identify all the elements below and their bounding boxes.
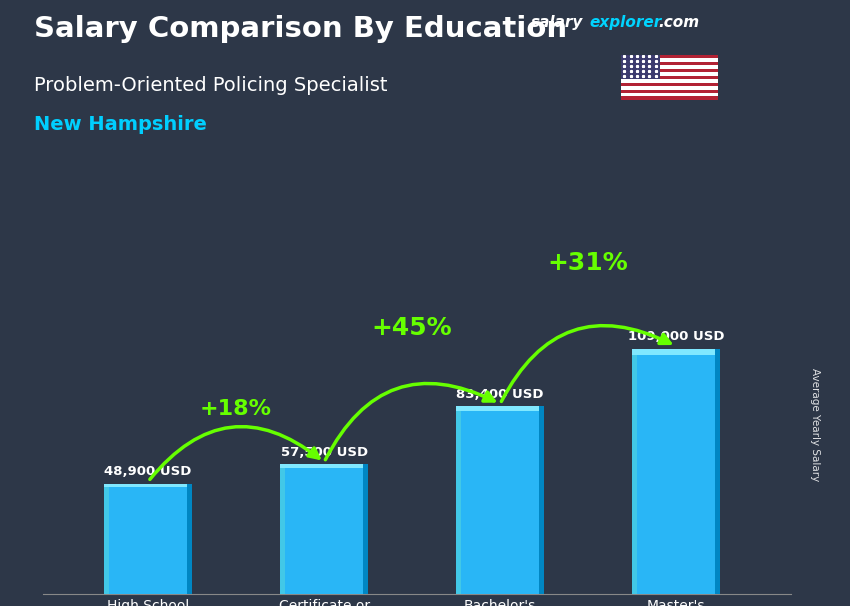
Text: +18%: +18% <box>200 399 272 419</box>
Text: +31%: +31% <box>547 251 628 275</box>
Text: +45%: +45% <box>371 316 452 341</box>
Text: 57,500 USD: 57,500 USD <box>280 446 368 459</box>
Text: salary: salary <box>531 15 584 30</box>
Bar <box>620 55 660 79</box>
Bar <box>456 406 462 594</box>
Bar <box>539 406 544 594</box>
Bar <box>456 406 544 594</box>
Bar <box>280 464 368 468</box>
Text: .com: .com <box>659 15 700 30</box>
Bar <box>620 86 718 90</box>
Bar <box>104 484 192 487</box>
Bar <box>620 90 718 93</box>
Bar <box>456 406 544 411</box>
Bar <box>280 464 286 594</box>
Bar <box>632 348 720 355</box>
Bar <box>620 96 718 100</box>
Text: 48,900 USD: 48,900 USD <box>105 465 192 478</box>
Bar <box>104 484 192 594</box>
Text: explorer: explorer <box>589 15 661 30</box>
Text: New Hampshire: New Hampshire <box>34 115 207 134</box>
Bar <box>620 79 718 82</box>
Bar <box>620 76 718 79</box>
Text: 83,400 USD: 83,400 USD <box>456 387 544 401</box>
Bar <box>620 62 718 65</box>
Text: Problem-Oriented Policing Specialist: Problem-Oriented Policing Specialist <box>34 76 388 95</box>
Bar <box>363 464 368 594</box>
Text: Average Yearly Salary: Average Yearly Salary <box>810 368 820 481</box>
Bar <box>620 82 718 86</box>
Bar <box>620 55 718 58</box>
Bar <box>620 93 718 96</box>
Bar <box>620 58 718 62</box>
Bar <box>632 348 720 594</box>
Bar <box>280 464 368 594</box>
Bar <box>620 68 718 72</box>
Bar <box>620 65 718 68</box>
Text: Salary Comparison By Education: Salary Comparison By Education <box>34 15 567 43</box>
Bar <box>620 72 718 76</box>
Bar <box>715 348 720 594</box>
Bar <box>104 484 110 594</box>
Text: 109,000 USD: 109,000 USD <box>628 330 724 343</box>
Bar <box>187 484 192 594</box>
Bar <box>632 348 638 594</box>
